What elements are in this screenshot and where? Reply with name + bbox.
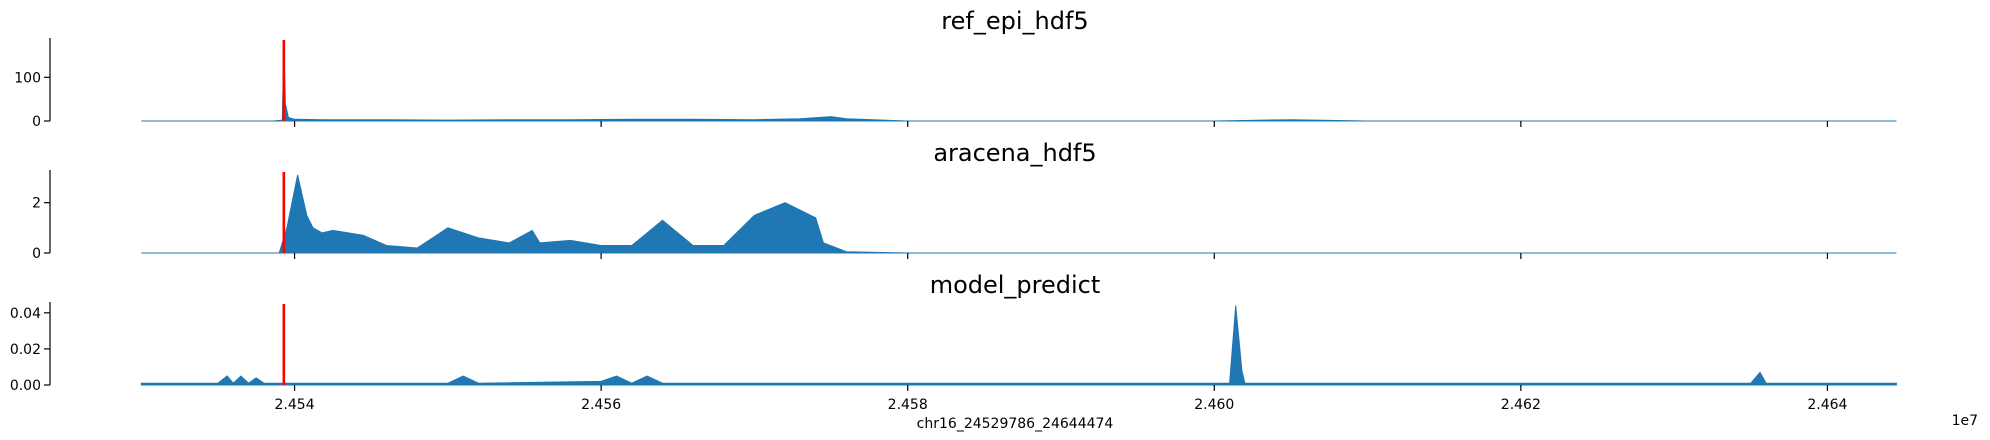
data-area [140,305,1897,386]
y-tick-label: 2 [32,196,41,212]
data-area [141,174,1897,254]
y-ticks: 02 [32,196,50,262]
y-tick-label: 100 [14,70,41,86]
data-area [141,43,1897,122]
y-tick-label: 0 [32,114,41,130]
series-area [141,43,1897,122]
x-tick-label: 2.462 [1501,397,1541,413]
y-ticks: 0.00 0.02 0.04 [10,306,50,394]
x-ticks: 2.454 2.456 2.458 2.460 2.462 2.464 [275,385,1848,413]
x-ticks [293,253,1829,259]
x-tick-label: 2.454 [275,397,315,413]
x-tick-label: 2.458 [888,397,928,413]
x-ticks [293,121,1829,127]
x-offset-label: 1e7 [1952,413,1978,429]
y-tick-label: 0.00 [10,378,41,394]
panel-title: model_predict [930,271,1101,299]
panel-model-predict: model_predict 0.000.020.04 2.454 2.456 2.4… [10,271,1978,432]
y-tick-label: 0.04 [10,306,41,322]
x-tick-label: 2.464 [1807,397,1847,413]
y-tick-label: 0 [32,246,41,262]
y-tick-label: 0.02 [10,342,41,358]
panel-aracena: aracena_hdf5 02 [32,139,1897,262]
series-area [141,174,1897,254]
x-axis-label: chr16_24529786_24644474 [917,416,1114,432]
x-tick-label: 2.460 [1194,397,1234,413]
y-ticks: 0 100 [14,70,50,130]
panel-title: ref_epi_hdf5 [941,7,1088,35]
panel-ref-epi: ref_epi_hdf5 0 100 [14,7,1897,130]
series-area [140,305,1897,386]
x-tick-label: 2.456 [581,397,621,413]
panel-title: aracena_hdf5 [933,139,1096,167]
